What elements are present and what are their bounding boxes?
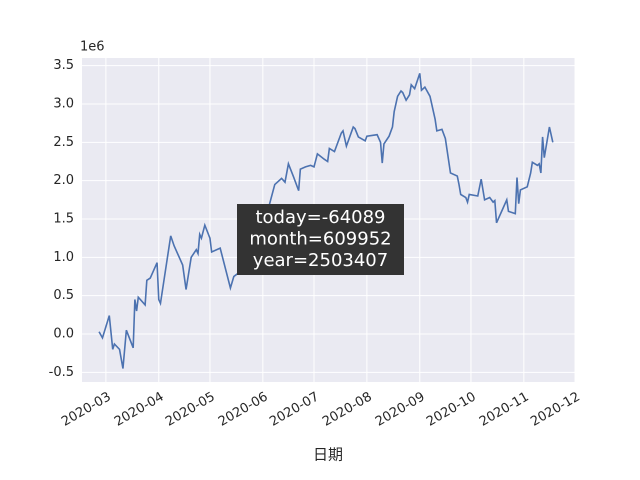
y-tick-label: -0.5	[49, 365, 74, 380]
y-tick-label: 3.0	[53, 97, 74, 112]
y-tick-label: 2.0	[53, 173, 74, 188]
axis-offset-label: 1e6	[80, 40, 105, 55]
y-tick-label: 3.5	[53, 58, 74, 73]
y-tick-label: 1.5	[53, 212, 74, 227]
annotation-box	[237, 204, 404, 275]
annotation-text: today=-64089	[255, 207, 385, 228]
y-tick-label: 0.5	[53, 288, 74, 303]
x-axis-label: 日期	[313, 446, 343, 464]
annotation-text: year=2503407	[253, 250, 388, 271]
y-tick-label: 1.0	[53, 250, 74, 265]
y-tick-label: 0.0	[53, 327, 74, 342]
y-tick-label: 2.5	[53, 135, 74, 150]
annotation-text: month=609952	[249, 229, 391, 250]
data-line	[98, 73, 554, 369]
grid	[82, 58, 576, 382]
marks	[98, 73, 554, 369]
